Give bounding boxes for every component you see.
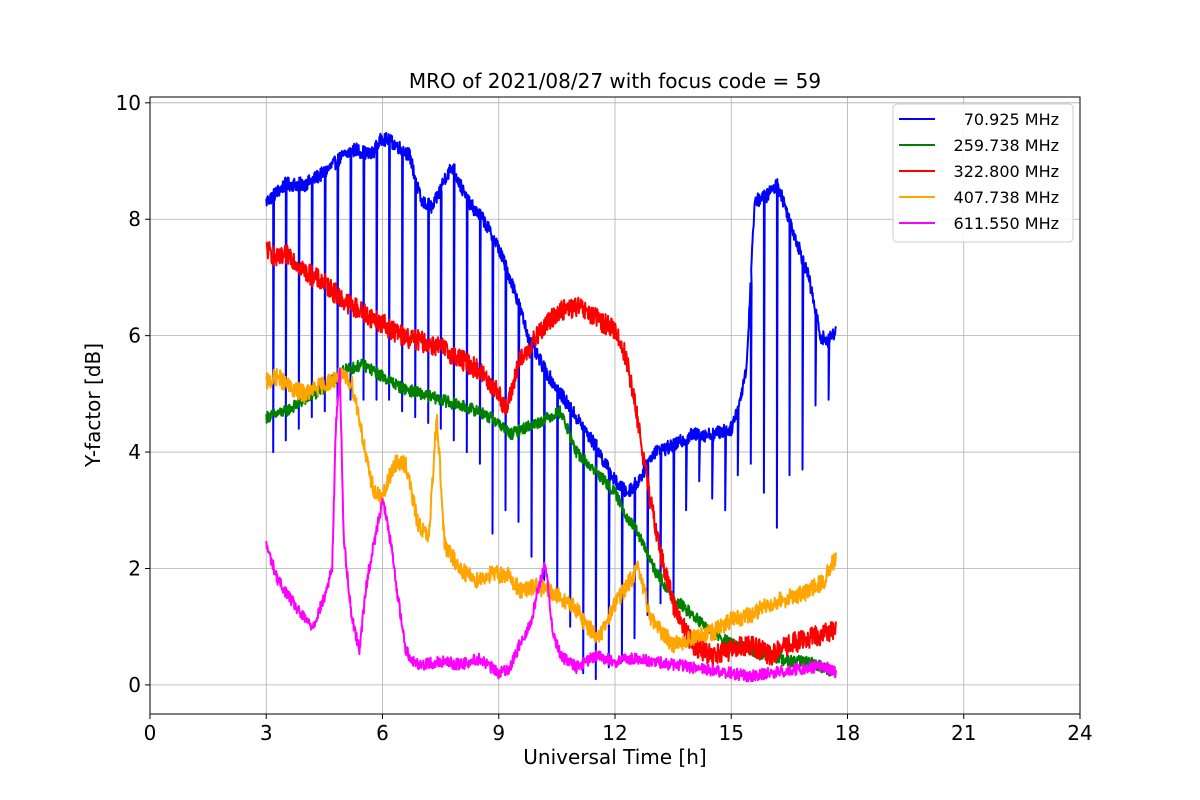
y-tick-label: 4	[128, 440, 141, 464]
legend-label: 70.925 MHz	[964, 110, 1059, 129]
y-tick-label: 6	[128, 324, 141, 348]
legend-label: 322.800 MHz	[954, 162, 1059, 181]
legend-box	[892, 103, 1074, 243]
legend: 70.925 MHz 259.738 MHz 322.800 MHz 407.738 …	[892, 103, 1074, 243]
x-axis-label: Universal Time [h]	[523, 745, 706, 769]
legend-label: 407.738 MHz	[954, 188, 1059, 207]
y-tick-label: 2	[128, 556, 141, 580]
legend-label: 259.738 MHz	[954, 136, 1059, 155]
y-axis-label: Y-factor [dB]	[81, 343, 105, 468]
series-line-3	[265, 367, 837, 654]
y-tick-label: 0	[128, 673, 141, 697]
x-tick-label: 6	[376, 721, 389, 745]
x-tick-label: 18	[835, 721, 860, 745]
y-tick-label: 10	[116, 91, 141, 115]
series-line-2	[265, 241, 837, 667]
legend-label: 611.550 MHz	[954, 214, 1059, 233]
series-lines	[265, 131, 837, 683]
series-line-4	[265, 367, 837, 683]
x-tick-label: 9	[492, 721, 505, 745]
x-tick-label: 3	[260, 721, 273, 745]
x-tick-label: 21	[951, 721, 976, 745]
x-tick-label: 24	[1067, 721, 1092, 745]
x-tick-label: 0	[144, 721, 157, 745]
chart-title: MRO of 2021/08/27 with focus code = 59	[409, 69, 821, 93]
x-tick-label: 12	[602, 721, 627, 745]
x-tick-label: 15	[719, 721, 744, 745]
y-tick-label: 8	[128, 207, 141, 231]
series-line-0	[265, 131, 837, 681]
